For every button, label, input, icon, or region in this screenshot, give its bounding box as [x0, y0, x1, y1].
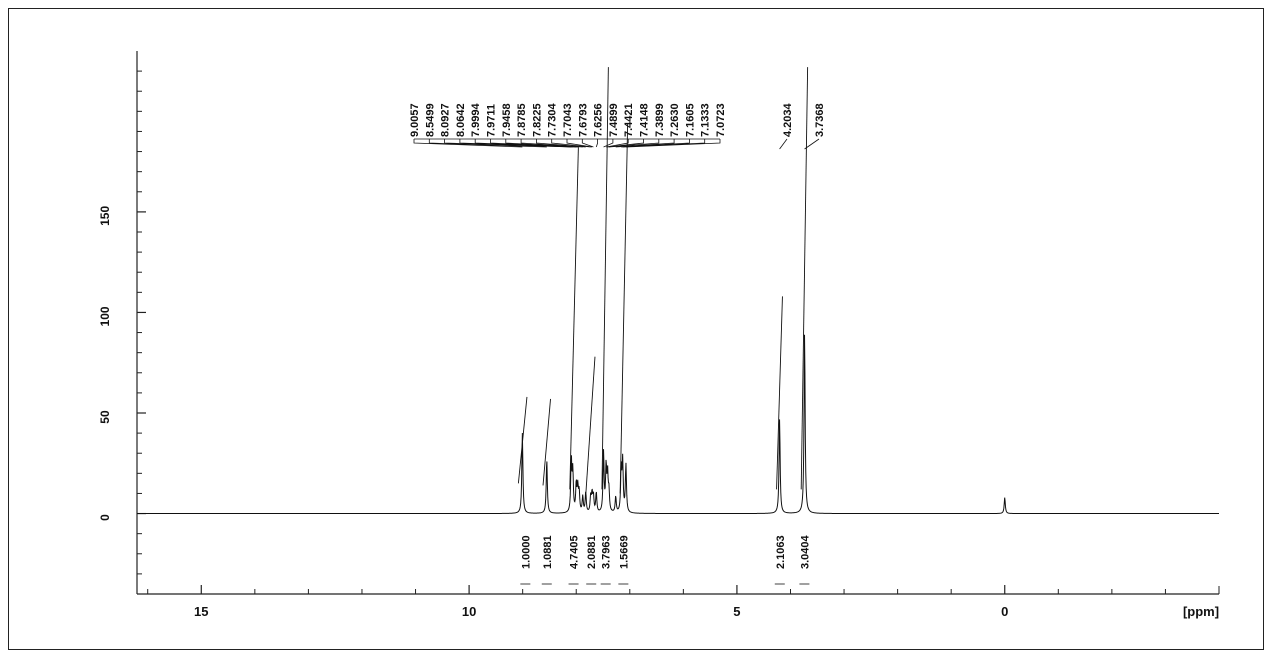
peak-leader-line: [607, 139, 644, 148]
integral-curve: [517, 396, 528, 484]
integral-value: 3.7963: [601, 535, 613, 569]
peak-label: 7.9711: [486, 104, 498, 137]
peak-leader-line: [804, 138, 820, 150]
spectrum-trace: [137, 334, 1219, 515]
peak-label: 9.0057: [409, 103, 421, 137]
peak-leader-line: [615, 139, 675, 148]
integral-curve: [800, 67, 809, 490]
peak-label: 7.9458: [501, 103, 513, 137]
peak-label: 7.4148: [639, 103, 651, 137]
integral-curve: [569, 147, 579, 490]
peak-leader-line: [606, 139, 629, 148]
peak-leader-line: [551, 139, 591, 148]
peak-label: 7.8225: [531, 103, 543, 137]
x-tick-label: 10: [462, 604, 476, 619]
peak-label: 7.1605: [684, 103, 696, 137]
y-tick-label: 100: [98, 306, 112, 326]
y-tick-label: 50: [98, 410, 112, 424]
integral-curve: [542, 398, 551, 486]
peak-label: 7.2630: [669, 103, 681, 137]
integral-curve: [601, 67, 609, 490]
peak-leader-line: [608, 139, 660, 148]
integral-value: 1.0881: [542, 535, 554, 569]
peak-label: 8.0642: [455, 103, 467, 137]
integral-value: 2.0881: [586, 535, 598, 569]
peak-label: 8.5499: [424, 103, 436, 137]
integral-value: 2.1063: [775, 535, 787, 569]
peak-leader-line: [428, 139, 547, 148]
peak-label: 7.4421: [623, 103, 635, 137]
x-tick-label: 0: [1001, 604, 1008, 619]
peak-leader-line: [603, 139, 614, 148]
peak-label: 4.2034: [782, 102, 794, 137]
spectrum-frame: 15 10 5 0 0 50 100 150 9.0057 8.5499 8.0927 8.0642…: [8, 8, 1264, 650]
peak-label: 7.4899: [608, 103, 620, 137]
peak-leader-line: [566, 139, 593, 148]
peak-label: 8.0927: [440, 103, 452, 137]
peak-label: 7.0723: [715, 103, 727, 137]
y-tick-label: 0: [98, 514, 112, 521]
integral-curve: [585, 356, 596, 494]
integral-value: 1.5669: [618, 535, 630, 569]
peak-label: 7.6793: [577, 103, 589, 137]
peak-leader-line: [536, 139, 586, 148]
integral-value: 3.0404: [799, 534, 811, 569]
peak-leader-line: [595, 139, 598, 148]
peak-leader-line: [779, 138, 788, 150]
peak-label: 7.7304: [547, 102, 559, 137]
peak-label: 7.6256: [593, 103, 605, 137]
peak-label: 7.7043: [562, 103, 574, 137]
integral-value: 1.0000: [520, 535, 532, 569]
peak-leader-line: [413, 139, 523, 148]
peak-label: 7.1333: [700, 103, 712, 137]
peak-label: 7.9994: [470, 102, 482, 137]
peak-label: 7.3899: [654, 103, 666, 137]
x-tick-label: 5: [733, 604, 740, 619]
peak-label: 3.7368: [814, 103, 826, 137]
y-tick-label: 150: [98, 206, 112, 226]
x-axis-label: [ppm]: [1183, 604, 1219, 619]
integral-value: 4.7405: [569, 535, 581, 569]
peak-leader-line: [520, 139, 583, 148]
integral-curve: [776, 296, 783, 490]
peak-label: 7.8785: [516, 103, 528, 137]
integral-curve: [619, 123, 629, 494]
peak-leader-line: [581, 139, 594, 148]
peak-leader-line: [505, 139, 580, 148]
peak-leader-line: [625, 139, 721, 148]
x-tick-label: 15: [194, 604, 208, 619]
